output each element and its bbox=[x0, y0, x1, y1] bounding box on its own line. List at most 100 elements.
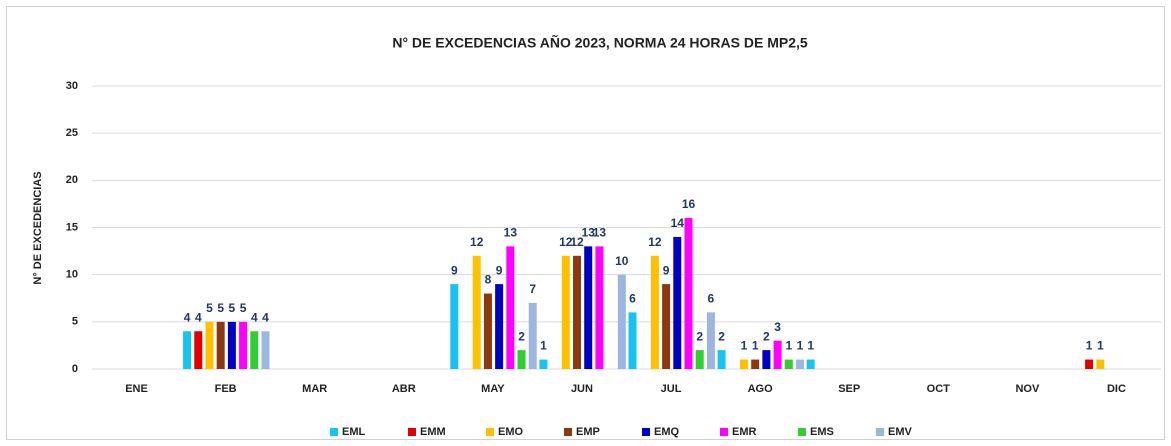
legend-swatch bbox=[330, 428, 338, 436]
data-label: 4 bbox=[251, 310, 258, 324]
bar bbox=[227, 321, 236, 369]
legend-label: EML bbox=[342, 426, 366, 438]
legend-swatch bbox=[720, 428, 728, 436]
bar bbox=[573, 255, 582, 369]
x-tick-label: SEP bbox=[838, 383, 860, 395]
data-label: 12 bbox=[648, 235, 662, 249]
x-tick-label: NOV bbox=[1015, 383, 1040, 395]
legend-swatch bbox=[564, 428, 572, 436]
data-label: 4 bbox=[262, 310, 269, 324]
bar bbox=[773, 340, 782, 369]
data-label: 2 bbox=[718, 329, 725, 343]
bar bbox=[205, 321, 214, 369]
legend-label: EMV bbox=[888, 426, 913, 438]
legend-label: EMR bbox=[732, 426, 757, 438]
data-label: 1 bbox=[540, 339, 547, 353]
x-tick-label: JUL bbox=[661, 383, 682, 395]
data-label: 13 bbox=[504, 226, 518, 240]
data-label: 1 bbox=[752, 339, 759, 353]
data-label: 2 bbox=[518, 329, 525, 343]
legend-label: EMP bbox=[576, 426, 600, 438]
data-label: 1 bbox=[785, 339, 792, 353]
data-label: 3 bbox=[774, 320, 781, 334]
bar bbox=[662, 284, 671, 369]
bar bbox=[706, 312, 715, 369]
legend-label: EMO bbox=[498, 426, 524, 438]
data-label: 9 bbox=[663, 263, 670, 277]
bar bbox=[650, 255, 659, 369]
data-label: 6 bbox=[708, 292, 715, 306]
data-label: 2 bbox=[696, 329, 703, 343]
bar bbox=[617, 274, 626, 369]
bar bbox=[717, 350, 726, 369]
y-tick-label: 0 bbox=[72, 363, 78, 375]
data-label: 13 bbox=[582, 226, 596, 240]
legend-swatch bbox=[642, 428, 650, 436]
bar bbox=[216, 321, 225, 369]
data-label: 13 bbox=[593, 226, 607, 240]
legend-label: EMQ bbox=[654, 426, 680, 438]
x-tick-label: DIC bbox=[1107, 383, 1126, 395]
legend-label: EMM bbox=[420, 426, 446, 438]
data-label: 1 bbox=[807, 339, 814, 353]
data-label: 1 bbox=[1097, 339, 1104, 353]
legend-swatch bbox=[408, 428, 416, 436]
bar bbox=[450, 284, 459, 369]
x-tick-label: ABR bbox=[392, 383, 416, 395]
data-label: 14 bbox=[671, 216, 685, 230]
data-label: 5 bbox=[240, 301, 247, 315]
bar bbox=[528, 302, 537, 369]
data-label: 9 bbox=[451, 263, 458, 277]
x-tick-label: MAR bbox=[302, 383, 327, 395]
bar bbox=[561, 255, 570, 369]
data-label: 7 bbox=[529, 282, 536, 296]
bar bbox=[183, 331, 192, 369]
legend-swatch bbox=[876, 428, 884, 436]
bar bbox=[684, 218, 693, 369]
x-tick-label: ENE bbox=[125, 383, 148, 395]
bar bbox=[472, 255, 481, 369]
data-label: 12 bbox=[570, 235, 584, 249]
data-label: 1 bbox=[797, 339, 804, 353]
data-label: 16 bbox=[682, 197, 696, 211]
data-label: 1 bbox=[741, 339, 748, 353]
bar bbox=[250, 331, 259, 369]
chart-title: N° DE EXCEDENCIAS AÑO 2023, NORMA 24 HOR… bbox=[392, 34, 808, 51]
data-label: 4 bbox=[195, 310, 202, 324]
data-label: 1 bbox=[1086, 339, 1093, 353]
x-tick-label: MAY bbox=[481, 383, 505, 395]
bar bbox=[673, 236, 682, 369]
x-tick-label: JUN bbox=[571, 383, 593, 395]
bar bbox=[194, 331, 203, 369]
y-tick-label: 10 bbox=[66, 269, 78, 281]
legend-swatch bbox=[486, 428, 494, 436]
bar bbox=[539, 359, 548, 369]
bar bbox=[239, 321, 248, 369]
bar bbox=[483, 293, 492, 369]
bar bbox=[495, 284, 504, 369]
x-tick-label: FEB bbox=[215, 383, 237, 395]
y-tick-label: 15 bbox=[66, 221, 78, 233]
y-tick-label: 25 bbox=[66, 127, 78, 139]
legend-label: EMS bbox=[810, 426, 834, 438]
bar bbox=[261, 331, 270, 369]
bar bbox=[806, 359, 815, 369]
data-label: 6 bbox=[629, 292, 636, 306]
x-tick-label: AGO bbox=[748, 383, 774, 395]
bar bbox=[595, 246, 604, 369]
data-label: 10 bbox=[615, 254, 629, 268]
bar bbox=[795, 359, 804, 369]
y-tick-label: 20 bbox=[66, 174, 78, 186]
bar bbox=[751, 359, 760, 369]
data-label: 5 bbox=[229, 301, 236, 315]
y-tick-label: 30 bbox=[66, 80, 78, 92]
bar bbox=[762, 350, 771, 369]
bar bbox=[517, 350, 526, 369]
bar bbox=[784, 359, 793, 369]
bar bbox=[1085, 359, 1094, 369]
data-label: 9 bbox=[496, 263, 503, 277]
y-tick-label: 5 bbox=[72, 316, 78, 328]
legend-swatch bbox=[798, 428, 806, 436]
x-tick-label: OCT bbox=[927, 383, 951, 395]
